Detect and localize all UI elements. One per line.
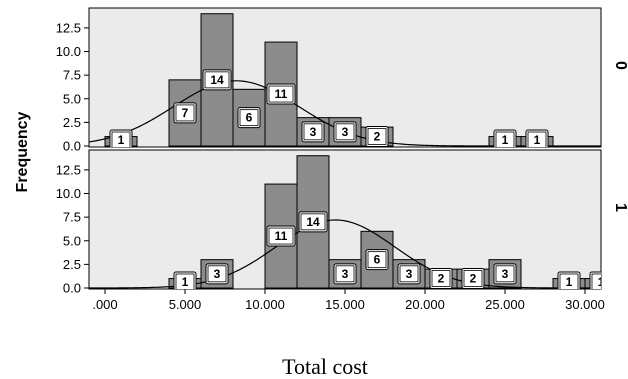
data-label-text: 1 [502, 133, 509, 147]
x-tick-label: .000 [92, 297, 117, 312]
data-label: 3 [333, 121, 357, 143]
data-label-text: 1 [534, 133, 541, 147]
data-label: 3 [205, 263, 229, 285]
data-label: 7 [173, 102, 197, 124]
data-label-text: 6 [374, 253, 381, 267]
panel-group-0: 17146113321110.02.55.07.510.012.50 [56, 7, 628, 154]
panel-label: 1 [612, 203, 628, 212]
data-label-text: 2 [438, 272, 445, 286]
data-label-text: 3 [214, 267, 221, 281]
y-tick-label: 2.5 [63, 257, 81, 272]
data-label: 14 [202, 69, 232, 91]
data-label-text: 1 [118, 133, 125, 147]
x-tick-label: 10.000 [245, 297, 285, 312]
data-label: 1 [109, 129, 133, 147]
data-label-text: 1 [566, 275, 573, 289]
data-label-text: 3 [342, 267, 349, 281]
y-tick-label: 5.0 [63, 91, 81, 106]
x-tick-label: 25.000 [485, 297, 525, 312]
x-tick-label: 20.000 [405, 297, 445, 312]
data-label-text: 2 [374, 130, 381, 144]
data-label: 1 [589, 271, 605, 289]
data-label: 3 [493, 263, 517, 285]
data-label: 3 [301, 121, 325, 143]
x-tick-label: 15.000 [325, 297, 365, 312]
x-axis: .000 5.000 10.000 15.000 20.000 25.000 30.000 [92, 289, 605, 312]
y-tick-label: 7.5 [63, 210, 81, 225]
y-tick-label: 5.0 [63, 233, 81, 248]
data-label: 2 [461, 268, 485, 289]
data-label: 1 [525, 129, 549, 147]
histogram-bar [617, 137, 628, 146]
data-label-text: 3 [406, 267, 413, 281]
y-tick-label: 10.0 [56, 44, 81, 59]
x-tick-label: 5.000 [169, 297, 202, 312]
data-label: 3 [397, 263, 421, 285]
y-tick-label: 0.0 [63, 281, 81, 296]
y-tick-label: 12.5 [56, 162, 81, 177]
data-label: 2 [429, 268, 453, 289]
panel-label: 0 [612, 61, 628, 70]
x-axis-label: Total cost [282, 354, 368, 379]
data-label-text: 14 [306, 215, 320, 229]
y-tick-label: 12.5 [56, 20, 81, 35]
data-label-text: 1 [182, 275, 189, 289]
y-tick-label: 7.5 [63, 68, 81, 83]
data-label-text: 14 [210, 73, 224, 87]
data-label: 1 [622, 130, 628, 150]
data-label-text: 3 [502, 267, 509, 281]
y-tick-label: 10.0 [56, 186, 81, 201]
data-label-text: 7 [182, 106, 189, 120]
x-tick-label: 30.000 [565, 297, 605, 312]
data-label: 11 [266, 83, 296, 105]
data-label: 6 [365, 249, 389, 271]
data-label-text: 3 [342, 125, 349, 139]
data-label-text: 1 [598, 275, 605, 289]
y-tick-label: 2.5 [63, 115, 81, 130]
data-label: 11 [266, 225, 296, 247]
data-label-text: 11 [275, 229, 288, 243]
data-label-text: 3 [310, 125, 317, 139]
data-label-text: 11 [275, 87, 288, 101]
data-label-text: 2 [470, 272, 477, 286]
data-label: 14 [298, 211, 328, 233]
data-label: 2 [365, 126, 389, 147]
data-label: 1 [493, 129, 517, 147]
data-label-text: 6 [246, 111, 253, 125]
y-axis-label: Frequency [14, 111, 31, 192]
data-label: 3 [333, 263, 357, 285]
y-tick-label: 0.0 [63, 139, 81, 154]
data-label: 1 [173, 271, 197, 289]
data-label: 6 [237, 107, 261, 129]
data-label: 1 [557, 271, 581, 289]
